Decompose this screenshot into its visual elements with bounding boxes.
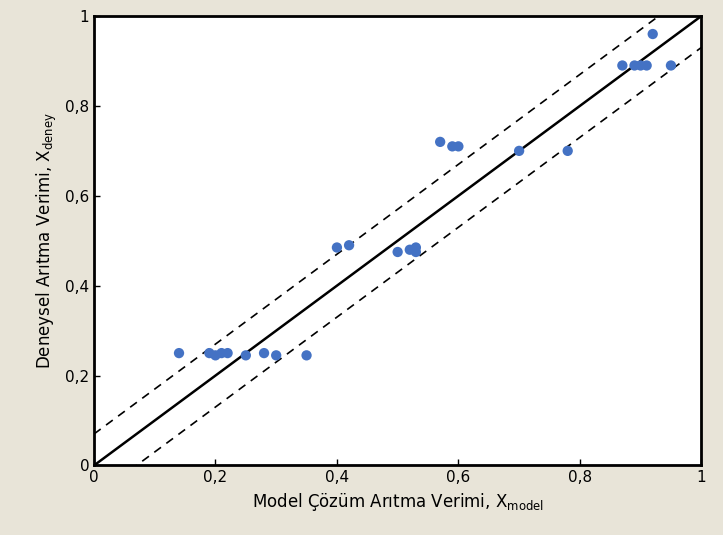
Point <box>240 351 252 360</box>
Point <box>641 61 652 70</box>
X-axis label: Model Çözüm Arıtma Verimi, X$_{\mathregular{model}}$: Model Çözüm Arıtma Verimi, X$_{\mathregu… <box>252 491 544 513</box>
Point <box>301 351 312 360</box>
Point <box>270 351 282 360</box>
Point <box>410 243 422 252</box>
Point <box>204 349 215 357</box>
Point <box>215 349 227 357</box>
Y-axis label: Deneysel Arıtma Verimi, X$_{\mathregular{deney}}$: Deneysel Arıtma Verimi, X$_{\mathregular… <box>35 112 59 369</box>
Point <box>647 30 659 39</box>
Point <box>258 349 270 357</box>
Point <box>404 246 416 254</box>
Point <box>617 61 628 70</box>
Point <box>635 61 646 70</box>
Point <box>210 351 221 360</box>
Point <box>343 241 355 249</box>
Point <box>410 248 422 256</box>
Point <box>174 349 185 357</box>
Point <box>629 61 641 70</box>
Point <box>435 137 446 146</box>
Point <box>665 61 677 70</box>
Point <box>331 243 343 252</box>
Point <box>562 147 573 155</box>
Point <box>392 248 403 256</box>
Point <box>513 147 525 155</box>
Point <box>453 142 464 151</box>
Point <box>447 142 458 151</box>
Point <box>222 349 234 357</box>
